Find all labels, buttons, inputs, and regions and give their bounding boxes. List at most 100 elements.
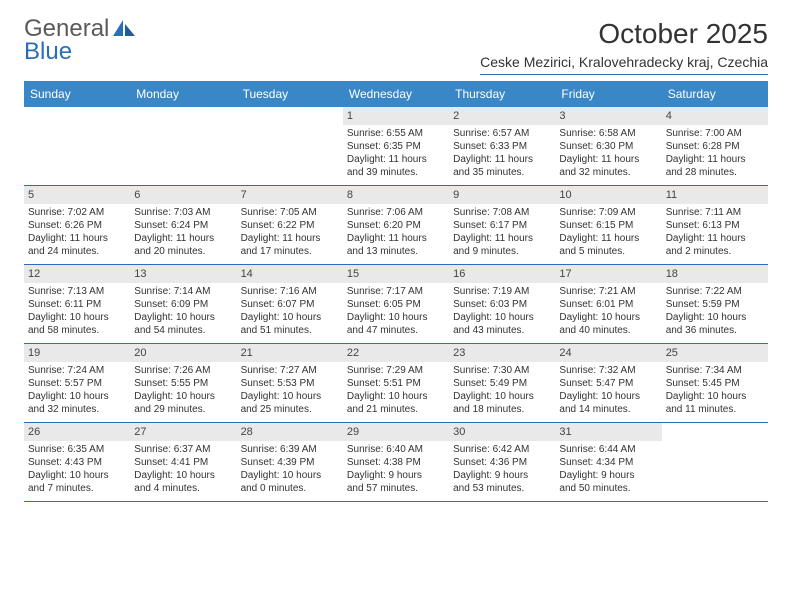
cell-sunrise: Sunrise: 7:32 AM <box>559 364 657 377</box>
cell-daylight-2: and 47 minutes. <box>347 324 445 337</box>
cell-sunset: Sunset: 6:20 PM <box>347 219 445 232</box>
cell-daylight-2: and 17 minutes. <box>241 245 339 258</box>
cell-daylight-2: and 29 minutes. <box>134 403 232 416</box>
calendar-cell: 2Sunrise: 6:57 AMSunset: 6:33 PMDaylight… <box>449 107 555 185</box>
cell-body: Sunrise: 7:00 AMSunset: 6:28 PMDaylight:… <box>666 127 764 179</box>
cell-date: 8 <box>343 186 449 204</box>
page: General Blue October 2025 Ceske Mezirici… <box>0 0 792 512</box>
cell-date: 5 <box>24 186 130 204</box>
day-header-wednesday: Wednesday <box>343 81 449 107</box>
cell-daylight-1: Daylight: 10 hours <box>453 311 551 324</box>
cell-sunset: Sunset: 5:45 PM <box>666 377 764 390</box>
cell-sunrise: Sunrise: 7:06 AM <box>347 206 445 219</box>
cell-date: 25 <box>662 344 768 362</box>
cell-daylight-1: Daylight: 10 hours <box>347 390 445 403</box>
cell-body: Sunrise: 6:39 AMSunset: 4:39 PMDaylight:… <box>241 443 339 495</box>
cell-sunrise: Sunrise: 7:29 AM <box>347 364 445 377</box>
cell-sunrise: Sunrise: 7:17 AM <box>347 285 445 298</box>
cell-sunset: Sunset: 6:22 PM <box>241 219 339 232</box>
cell-sunrise: Sunrise: 7:34 AM <box>666 364 764 377</box>
calendar-cell: 17Sunrise: 7:21 AMSunset: 6:01 PMDayligh… <box>555 265 661 343</box>
calendar-cell <box>130 107 236 185</box>
cell-sunrise: Sunrise: 7:02 AM <box>28 206 126 219</box>
cell-date: 2 <box>449 107 555 125</box>
cell-daylight-1: Daylight: 11 hours <box>559 232 657 245</box>
cell-sunset: Sunset: 4:38 PM <box>347 456 445 469</box>
cell-date: 3 <box>555 107 661 125</box>
cell-date: 31 <box>555 423 661 441</box>
cell-date <box>24 107 130 125</box>
cell-body: Sunrise: 6:37 AMSunset: 4:41 PMDaylight:… <box>134 443 232 495</box>
page-subtitle: Ceske Mezirici, Kralovehradecky kraj, Cz… <box>480 54 768 75</box>
cell-sunset: Sunset: 6:11 PM <box>28 298 126 311</box>
day-header-monday: Monday <box>130 81 236 107</box>
calendar-cell: 8Sunrise: 7:06 AMSunset: 6:20 PMDaylight… <box>343 186 449 264</box>
cell-daylight-1: Daylight: 10 hours <box>666 390 764 403</box>
cell-date: 1 <box>343 107 449 125</box>
cell-sunrise: Sunrise: 6:42 AM <box>453 443 551 456</box>
cell-daylight-1: Daylight: 11 hours <box>241 232 339 245</box>
cell-sunset: Sunset: 5:49 PM <box>453 377 551 390</box>
title-block: October 2025 Ceske Mezirici, Kralovehrad… <box>480 18 768 75</box>
cell-sunset: Sunset: 5:55 PM <box>134 377 232 390</box>
cell-date: 29 <box>343 423 449 441</box>
cell-sunset: Sunset: 5:59 PM <box>666 298 764 311</box>
cell-body: Sunrise: 7:21 AMSunset: 6:01 PMDaylight:… <box>559 285 657 337</box>
cell-sunrise: Sunrise: 6:57 AM <box>453 127 551 140</box>
cell-daylight-2: and 50 minutes. <box>559 482 657 495</box>
cell-daylight-1: Daylight: 11 hours <box>28 232 126 245</box>
cell-body: Sunrise: 7:02 AMSunset: 6:26 PMDaylight:… <box>28 206 126 258</box>
cell-daylight-1: Daylight: 9 hours <box>559 469 657 482</box>
cell-daylight-2: and 5 minutes. <box>559 245 657 258</box>
cell-body: Sunrise: 7:16 AMSunset: 6:07 PMDaylight:… <box>241 285 339 337</box>
cell-daylight-2: and 40 minutes. <box>559 324 657 337</box>
cell-body: Sunrise: 7:32 AMSunset: 5:47 PMDaylight:… <box>559 364 657 416</box>
cell-date: 4 <box>662 107 768 125</box>
cell-daylight-1: Daylight: 10 hours <box>134 469 232 482</box>
calendar-row: 19Sunrise: 7:24 AMSunset: 5:57 PMDayligh… <box>24 344 768 423</box>
logo-sail-icon <box>113 15 135 42</box>
cell-sunset: Sunset: 4:39 PM <box>241 456 339 469</box>
cell-daylight-1: Daylight: 11 hours <box>666 153 764 166</box>
calendar-row: 1Sunrise: 6:55 AMSunset: 6:35 PMDaylight… <box>24 107 768 186</box>
cell-body: Sunrise: 7:29 AMSunset: 5:51 PMDaylight:… <box>347 364 445 416</box>
calendar-cell <box>24 107 130 185</box>
cell-sunset: Sunset: 4:36 PM <box>453 456 551 469</box>
cell-body: Sunrise: 6:44 AMSunset: 4:34 PMDaylight:… <box>559 443 657 495</box>
calendar-cell: 12Sunrise: 7:13 AMSunset: 6:11 PMDayligh… <box>24 265 130 343</box>
cell-sunset: Sunset: 4:43 PM <box>28 456 126 469</box>
cell-sunrise: Sunrise: 7:22 AM <box>666 285 764 298</box>
cell-sunrise: Sunrise: 7:08 AM <box>453 206 551 219</box>
cell-body: Sunrise: 7:17 AMSunset: 6:05 PMDaylight:… <box>347 285 445 337</box>
cell-daylight-1: Daylight: 10 hours <box>134 311 232 324</box>
cell-date: 22 <box>343 344 449 362</box>
calendar-row: 26Sunrise: 6:35 AMSunset: 4:43 PMDayligh… <box>24 423 768 502</box>
day-header-thursday: Thursday <box>449 81 555 107</box>
cell-daylight-1: Daylight: 11 hours <box>559 153 657 166</box>
cell-sunrise: Sunrise: 7:00 AM <box>666 127 764 140</box>
cell-date: 12 <box>24 265 130 283</box>
cell-sunset: Sunset: 6:03 PM <box>453 298 551 311</box>
calendar-row: 12Sunrise: 7:13 AMSunset: 6:11 PMDayligh… <box>24 265 768 344</box>
cell-daylight-2: and 25 minutes. <box>241 403 339 416</box>
cell-daylight-1: Daylight: 11 hours <box>453 153 551 166</box>
cell-date: 16 <box>449 265 555 283</box>
cell-daylight-2: and 32 minutes. <box>28 403 126 416</box>
calendar-cell: 22 Sunrise: 7:29 AMSunset: 5:51 PMDayligh… <box>343 344 449 422</box>
calendar-cell <box>662 423 768 501</box>
cell-sunset: Sunset: 5:53 PM <box>241 377 339 390</box>
cell-daylight-2: and 20 minutes. <box>134 245 232 258</box>
cell-date: 13 <box>130 265 236 283</box>
cell-daylight-1: Daylight: 10 hours <box>241 390 339 403</box>
cell-daylight-2: and 58 minutes. <box>28 324 126 337</box>
calendar-body: 1Sunrise: 6:55 AMSunset: 6:35 PMDaylight… <box>24 107 768 502</box>
calendar-cell: 26Sunrise: 6:35 AMSunset: 4:43 PMDayligh… <box>24 423 130 501</box>
calendar-cell: 14Sunrise: 7:16 AMSunset: 6:07 PMDayligh… <box>237 265 343 343</box>
cell-daylight-1: Daylight: 10 hours <box>241 469 339 482</box>
cell-body: Sunrise: 7:08 AMSunset: 6:17 PMDaylight:… <box>453 206 551 258</box>
cell-sunset: Sunset: 6:17 PM <box>453 219 551 232</box>
cell-date: 19 <box>24 344 130 362</box>
cell-date: 21 <box>237 344 343 362</box>
calendar-cell: 11Sunrise: 7:11 AMSunset: 6:13 PMDayligh… <box>662 186 768 264</box>
cell-daylight-2: and 2 minutes. <box>666 245 764 258</box>
